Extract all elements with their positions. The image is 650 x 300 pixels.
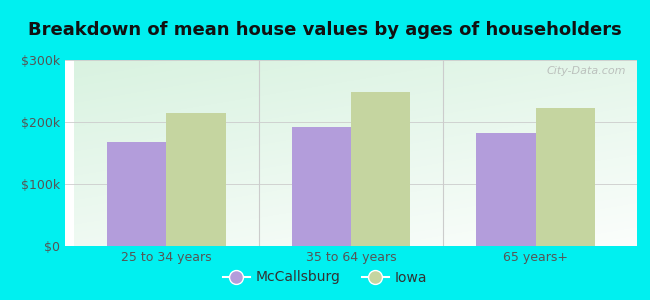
Bar <box>476 133 536 246</box>
Bar <box>536 108 595 246</box>
Text: City-Data.com: City-Data.com <box>546 66 625 76</box>
Legend: McCallsburg, Iowa: McCallsburg, Iowa <box>217 265 433 290</box>
Text: Breakdown of mean house values by ages of householders: Breakdown of mean house values by ages o… <box>28 21 622 39</box>
Bar <box>107 142 166 246</box>
Bar <box>351 92 410 246</box>
Bar <box>292 127 351 246</box>
Bar <box>166 113 226 246</box>
